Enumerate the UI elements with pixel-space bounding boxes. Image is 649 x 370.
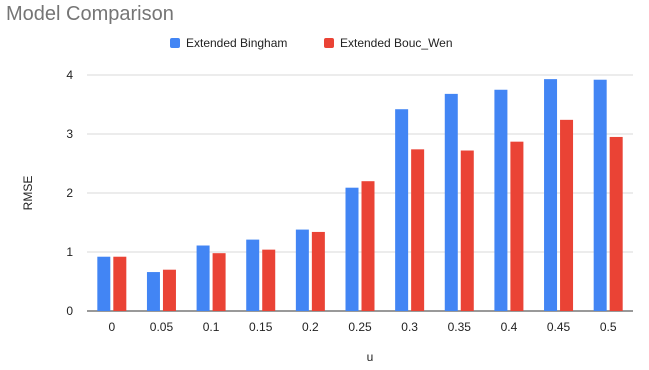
legend-item-extended-bouc-wen: Extended Bouc_Wen <box>324 36 453 50</box>
y-tick-label: 1 <box>66 245 73 259</box>
bar-extended-bouc-wen <box>262 249 276 311</box>
bar-extended-bingham <box>345 187 359 311</box>
x-tick-label: 0.2 <box>302 320 319 334</box>
x-tick-label: 0.35 <box>448 320 472 334</box>
x-tick-label: 0.3 <box>401 320 418 334</box>
bar-extended-bingham <box>295 229 309 311</box>
bar-extended-bouc-wen <box>411 149 425 311</box>
x-tick-label: 0 <box>108 320 115 334</box>
bar-extended-bingham <box>146 272 160 311</box>
bar-extended-bouc-wen <box>113 256 127 311</box>
chart-title: Model Comparison <box>6 3 174 25</box>
y-tick-label: 4 <box>66 68 73 82</box>
x-tick-label: 0.4 <box>501 320 518 334</box>
bar-extended-bouc-wen <box>212 253 226 311</box>
y-tick-labels: 0 1 2 3 4 <box>66 68 73 318</box>
bar-extended-bouc-wen <box>460 150 474 311</box>
bar-extended-bouc-wen <box>609 136 623 311</box>
bar-extended-bingham <box>196 245 210 311</box>
legend-label-extended-bingham: Extended Bingham <box>186 36 288 50</box>
bar-extended-bingham <box>444 93 458 311</box>
bar-extended-bingham <box>395 109 409 311</box>
y-tick-label: 3 <box>66 127 73 141</box>
bar-extended-bouc-wen <box>311 231 325 311</box>
x-tick-label: 0.1 <box>203 320 220 334</box>
chart-legend: Extended Bingham Extended Bouc_Wen <box>0 36 649 52</box>
bar-extended-bouc-wen <box>560 119 574 311</box>
gridlines <box>87 74 633 312</box>
bar-extended-bingham <box>593 79 607 311</box>
x-tick-label: 0.15 <box>249 320 273 334</box>
legend-swatch-extended-bingham <box>170 38 180 48</box>
bars <box>97 79 623 311</box>
bar-extended-bingham <box>494 89 508 311</box>
bar-extended-bingham <box>97 256 111 311</box>
bar-extended-bingham <box>544 79 558 311</box>
legend-label-extended-bouc-wen: Extended Bouc_Wen <box>340 36 453 50</box>
y-axis-label: RMSE <box>21 176 35 211</box>
bar-extended-bouc-wen <box>162 269 176 311</box>
x-tick-label: 0.5 <box>600 320 617 334</box>
x-tick-labels: 0 0.05 0.1 0.15 0.2 0.25 0.3 0.35 0.4 0.45 0.5 <box>108 320 616 334</box>
y-tick-label: 0 <box>66 304 73 318</box>
legend-item-extended-bingham: Extended Bingham <box>170 36 287 50</box>
y-tick-label: 2 <box>66 186 73 200</box>
bar-extended-bouc-wen <box>361 181 375 311</box>
x-tick-label: 0.05 <box>150 320 174 334</box>
x-axis-label: u <box>367 350 374 364</box>
bar-extended-bingham <box>246 239 260 311</box>
x-tick-label: 0.25 <box>348 320 372 334</box>
legend-swatch-extended-bouc-wen <box>324 38 334 48</box>
bar-extended-bouc-wen <box>510 141 524 311</box>
x-tick-label: 0.45 <box>547 320 571 334</box>
